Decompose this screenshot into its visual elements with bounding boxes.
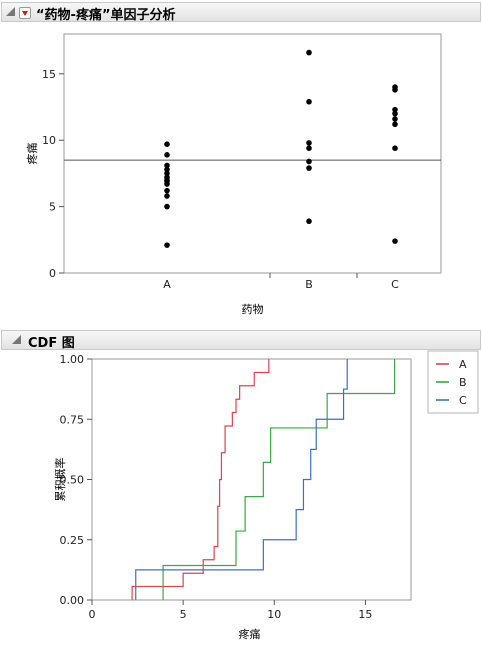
data-point [392,116,398,122]
legend-label: A [459,358,467,371]
x-tick-label: A [163,278,171,291]
data-point [164,193,170,199]
y-tick-label: 0.00 [60,594,85,607]
cdf-series-line [162,359,396,600]
x-tick-label: 5 [180,608,187,621]
data-point [306,165,312,171]
cdf-series-line [135,359,348,600]
cdf-title: CDF 图 [28,336,75,351]
x-tick-label: 10 [267,608,281,621]
y-tick-label: 15 [42,68,56,81]
data-point [306,98,312,105]
data-point [164,166,170,173]
data-point [164,170,170,177]
disclosure-triangle-icon[interactable] [12,335,21,344]
red-triangle-menu-icon[interactable] [19,7,31,19]
data-point [392,84,398,90]
data-point [306,218,312,225]
data-point [164,242,170,248]
data-point [306,49,312,56]
y-tick-label: 0.50 [60,474,85,487]
y-tick-label: 0.75 [60,413,85,426]
data-point [392,145,398,151]
data-point [306,158,312,165]
cdf-series-line [131,359,270,600]
oneway-title: “药物-疼痛”单因子分析 [36,8,176,23]
x-tick-label: C [391,278,399,291]
plot-frame [91,358,412,601]
data-point [164,203,170,210]
data-point [306,145,312,151]
data-point [164,187,170,194]
x-axis-label: 药物 [242,302,264,316]
data-point [164,152,170,158]
y-tick-label: 0.25 [60,534,85,547]
legend-box [427,350,479,414]
disclosure-triangle-icon[interactable] [6,7,15,16]
data-point [306,140,312,146]
y-tick-label: 5 [49,201,56,214]
data-point [392,238,398,244]
data-point [392,110,398,117]
data-point [392,121,398,128]
legend-label: C [459,394,467,407]
y-tick-label: 10 [42,134,56,147]
x-tick-label: B [305,278,313,291]
oneway-plot: 0 5 10 15 A B C 药物 疼痛 [25,33,442,316]
data-point [164,162,170,169]
data-point [164,174,170,181]
y-axis-label: 疼痛 [25,143,39,165]
plot-frame [63,33,442,274]
y-axis-label: 累积概率 [53,458,67,502]
x-tick-label: 15 [358,608,372,621]
y-tick-label: 1.00 [60,353,85,366]
x-axis-label: 疼痛 [239,627,261,641]
oneway-outline-header[interactable]: “药物-疼痛”单因子分析 [1,2,481,23]
cdf-outline-header[interactable]: CDF 图 [1,330,481,351]
data-point [164,141,170,148]
data-point [392,106,398,113]
x-tick-label: 0 [89,608,96,621]
legend-label: B [459,376,467,389]
y-tick-label: 0 [49,267,56,280]
